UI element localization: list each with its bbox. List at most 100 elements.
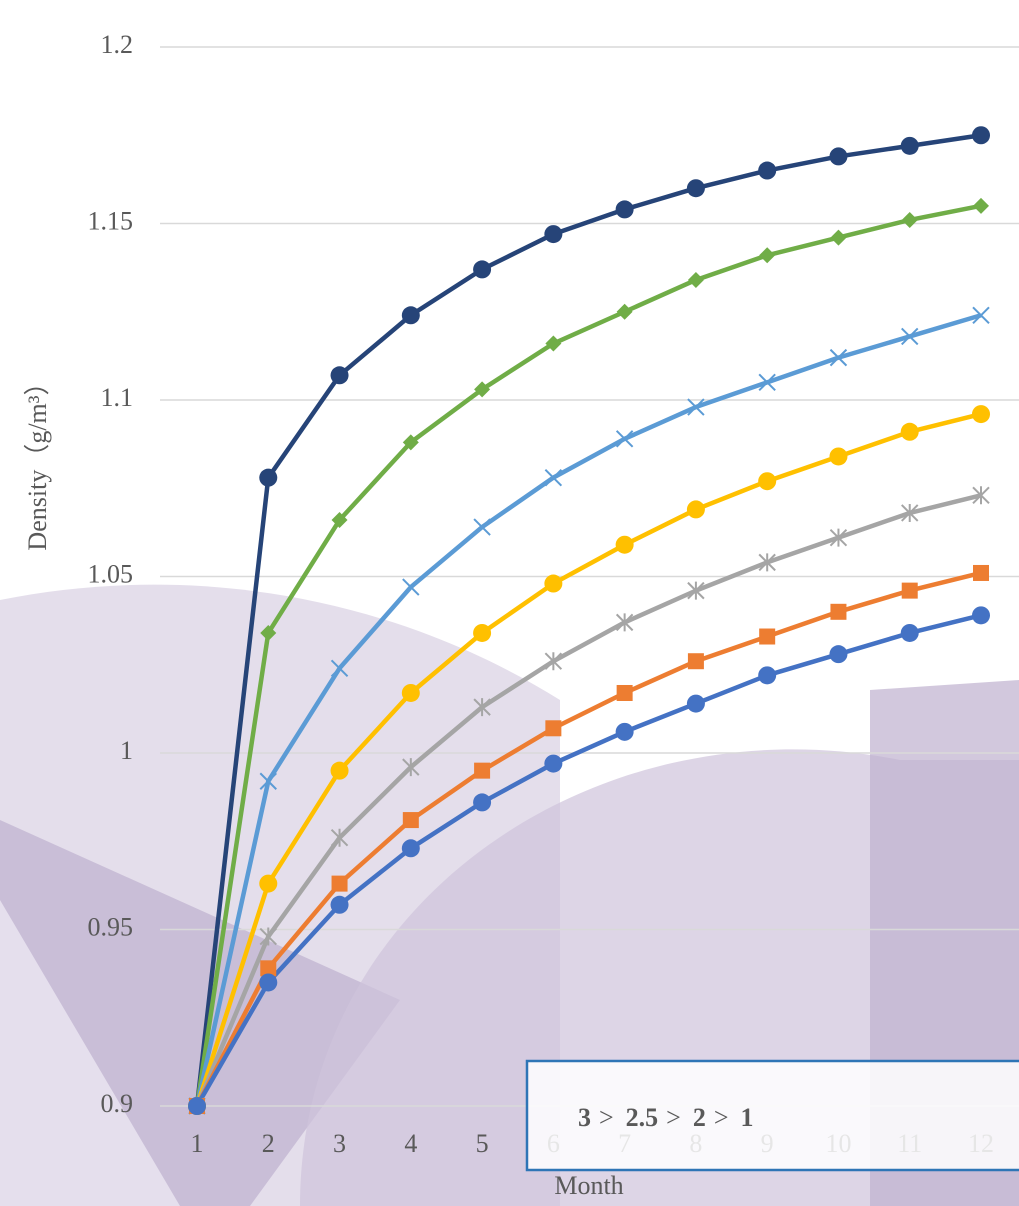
data-point: [545, 652, 561, 670]
data-point: [616, 723, 634, 741]
marker: [616, 536, 634, 554]
annotation-text: 2: [693, 1103, 706, 1132]
data-point: [901, 137, 919, 155]
marker: [617, 613, 633, 631]
marker: [403, 812, 419, 828]
chart: Density（g/m³） Month 0.90.9511.051.11.151…: [0, 0, 1019, 1206]
marker: [332, 876, 348, 892]
data-point: [402, 839, 420, 857]
marker: [687, 695, 705, 713]
marker: [972, 606, 990, 624]
x-tick-label: 4: [404, 1129, 417, 1158]
data-point: [902, 583, 918, 599]
marker: [617, 685, 633, 701]
marker: [688, 272, 704, 288]
data-point: [331, 762, 349, 780]
data-point: [758, 472, 776, 490]
marker: [616, 723, 634, 741]
data-point: [331, 366, 349, 384]
annotation-text: >: [599, 1103, 614, 1132]
marker: [972, 126, 990, 144]
annotation-text: >: [666, 1103, 681, 1132]
marker: [331, 762, 349, 780]
data-point: [259, 875, 277, 893]
data-point: [830, 230, 846, 246]
y-tick-label: 1.15: [88, 206, 134, 235]
data-point: [829, 645, 847, 663]
data-point: [473, 793, 491, 811]
data-point: [544, 755, 562, 773]
data-point: [973, 198, 989, 214]
data-point: [617, 431, 633, 447]
marker: [829, 147, 847, 165]
data-point: [830, 604, 846, 620]
data-point: [474, 763, 490, 779]
marker: [474, 763, 490, 779]
data-point: [759, 247, 775, 263]
data-point: [617, 685, 633, 701]
annotation-text: 1: [741, 1103, 754, 1132]
y-axis-label: Density（g/m³）: [23, 369, 52, 550]
data-point: [259, 469, 277, 487]
marker: [972, 405, 990, 423]
marker: [617, 431, 633, 447]
data-point: [617, 304, 633, 320]
marker: [616, 200, 634, 218]
data-point: [473, 260, 491, 278]
data-point: [617, 613, 633, 631]
data-point: [758, 666, 776, 684]
data-point: [758, 162, 776, 180]
marker: [829, 645, 847, 663]
marker: [259, 875, 277, 893]
marker: [758, 666, 776, 684]
marker: [545, 720, 561, 736]
marker: [544, 575, 562, 593]
marker: [973, 198, 989, 214]
data-point: [473, 624, 491, 642]
y-tick-label: 1.05: [88, 559, 134, 588]
x-tick-label: 3: [333, 1129, 346, 1158]
data-point: [402, 306, 420, 324]
data-point: [545, 720, 561, 736]
data-point: [403, 579, 419, 595]
annotation-text: >: [714, 1103, 729, 1132]
marker: [402, 306, 420, 324]
marker: [902, 583, 918, 599]
data-point: [688, 653, 704, 669]
data-point: [973, 565, 989, 581]
marker: [545, 652, 561, 670]
data-point: [403, 812, 419, 828]
marker: [973, 565, 989, 581]
marker: [759, 629, 775, 645]
x-tick-label: 5: [476, 1129, 489, 1158]
marker: [473, 624, 491, 642]
data-point: [687, 695, 705, 713]
marker: [402, 839, 420, 857]
marker: [473, 260, 491, 278]
marker: [473, 793, 491, 811]
data-point: [972, 606, 990, 624]
marker: [188, 1097, 206, 1115]
marker: [474, 519, 490, 535]
marker: [901, 137, 919, 155]
marker: [617, 304, 633, 320]
data-point: [829, 447, 847, 465]
marker: [402, 684, 420, 702]
data-point: [901, 423, 919, 441]
y-tick-label: 0.9: [101, 1089, 134, 1118]
data-point: [474, 519, 490, 535]
annotation-text: 3: [578, 1103, 591, 1132]
marker: [830, 604, 846, 620]
data-point: [616, 200, 634, 218]
x-tick-label: 2: [262, 1129, 275, 1158]
data-point: [402, 684, 420, 702]
marker: [901, 423, 919, 441]
marker: [758, 162, 776, 180]
marker: [544, 755, 562, 773]
marker: [331, 896, 349, 914]
marker: [901, 624, 919, 642]
marker: [403, 579, 419, 595]
data-point: [688, 272, 704, 288]
data-point: [902, 212, 918, 228]
data-point: [829, 147, 847, 165]
